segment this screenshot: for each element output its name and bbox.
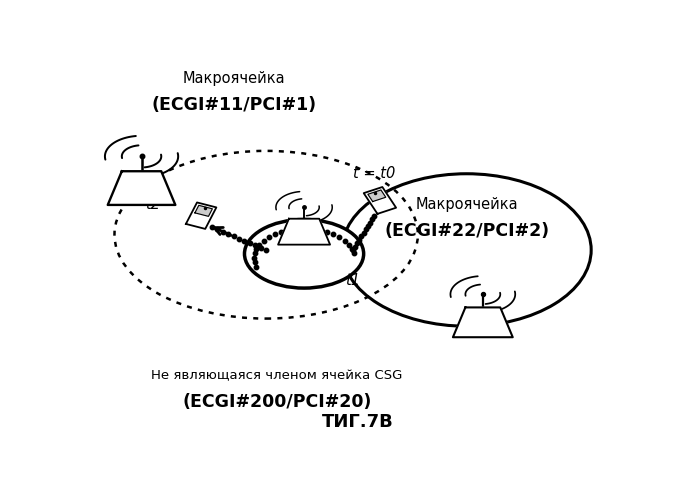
Polygon shape	[278, 219, 330, 245]
Text: t = t0: t = t0	[353, 166, 395, 181]
Polygon shape	[108, 171, 175, 205]
Polygon shape	[453, 307, 513, 337]
Text: (ECGI#22/PCI#2): (ECGI#22/PCI#2)	[384, 222, 549, 240]
Polygon shape	[368, 190, 386, 201]
Polygon shape	[195, 205, 212, 216]
Polygon shape	[186, 202, 217, 229]
Ellipse shape	[342, 174, 591, 326]
Text: (ECGI#11/PCI#1): (ECGI#11/PCI#1)	[151, 96, 316, 114]
Text: Макроячейка: Макроячейка	[415, 197, 518, 212]
Text: t2: t2	[145, 197, 160, 212]
Text: Макроячейка: Макроячейка	[182, 71, 285, 86]
Polygon shape	[363, 187, 396, 214]
Text: Не являющаяся членом ячейка CSG: Не являющаяся членом ячейка CSG	[151, 369, 403, 382]
Text: (ECGI#200/PCI#20): (ECGI#200/PCI#20)	[182, 394, 372, 411]
Ellipse shape	[245, 219, 363, 288]
Text: ΤИГ.7В: ΤИГ.7В	[322, 413, 394, 431]
Text: t1: t1	[345, 273, 360, 288]
